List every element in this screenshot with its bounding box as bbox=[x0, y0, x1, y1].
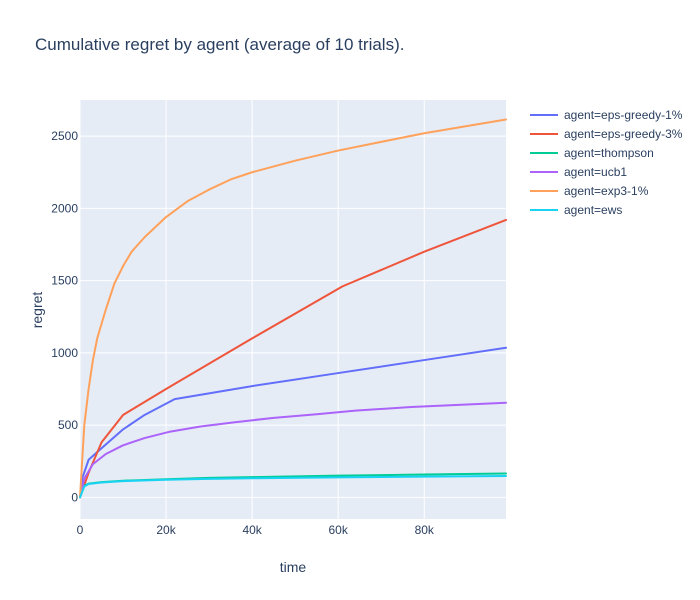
y-tick-label: 0 bbox=[71, 490, 78, 504]
x-axis-ticks: 0 20k 40k 60k 80k bbox=[77, 523, 435, 537]
series-line-ucb1 bbox=[79, 401, 507, 499]
legend-label: agent=ews bbox=[564, 203, 622, 217]
legend-label: agent=eps-greedy-3% bbox=[564, 127, 683, 141]
gridlines bbox=[79, 100, 506, 519]
y-tick-label: 2000 bbox=[51, 201, 78, 215]
legend-item[interactable]: agent=eps-greedy-3% bbox=[530, 127, 683, 141]
legend-item[interactable]: agent=eps-greedy-1% bbox=[530, 108, 683, 122]
y-tick-label: 2500 bbox=[51, 129, 78, 143]
series-lines bbox=[79, 118, 507, 499]
x-axis-title: time bbox=[280, 559, 307, 575]
series-line-eps-greedy-3- bbox=[79, 218, 507, 499]
legend-label: agent=ucb1 bbox=[564, 165, 627, 179]
x-tick-label: 60k bbox=[329, 523, 349, 537]
legend[interactable]: agent=eps-greedy-1% agent=eps-greedy-3% ag… bbox=[530, 108, 683, 217]
x-tick-label: 80k bbox=[415, 523, 435, 537]
legend-item[interactable]: agent=thompson bbox=[530, 146, 654, 160]
legend-item[interactable]: agent=ews bbox=[530, 203, 622, 217]
y-axis-title: regret bbox=[29, 292, 45, 329]
chart-title: Cumulative regret by agent (average of 1… bbox=[35, 35, 404, 54]
series-line-ews bbox=[79, 474, 507, 499]
x-tick-label: 40k bbox=[242, 523, 262, 537]
x-tick-label: 20k bbox=[156, 523, 176, 537]
legend-label: agent=exp3-1% bbox=[564, 184, 649, 198]
x-tick-label: 0 bbox=[77, 523, 84, 537]
legend-label: agent=thompson bbox=[564, 146, 654, 160]
plot-area bbox=[80, 100, 506, 519]
legend-label: agent=eps-greedy-1% bbox=[564, 108, 683, 122]
y-tick-label: 500 bbox=[58, 418, 78, 432]
series-line-exp3-1- bbox=[79, 118, 507, 499]
y-tick-label: 1000 bbox=[51, 346, 78, 360]
legend-item[interactable]: agent=exp3-1% bbox=[530, 184, 649, 198]
legend-item[interactable]: agent=ucb1 bbox=[530, 165, 627, 179]
y-axis-ticks: 0 500 1000 1500 2000 2500 bbox=[51, 129, 78, 504]
y-tick-label: 1500 bbox=[51, 274, 78, 288]
series-line-eps-greedy-1- bbox=[79, 346, 507, 499]
